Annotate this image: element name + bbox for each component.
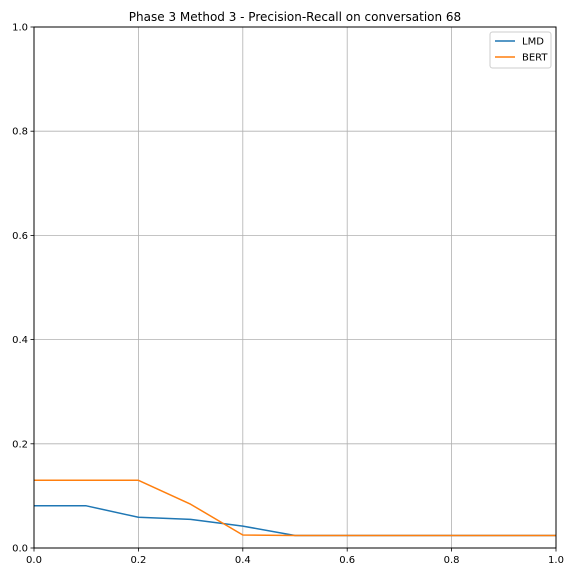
y-axis: 0.0 0.2 0.4 0.6 0.8 1.0 (12, 23, 34, 555)
y-tick-label: 0.0 (12, 544, 28, 555)
y-tick-label: 0.2 (12, 439, 28, 450)
x-tick-label: 0.6 (339, 555, 355, 566)
legend-label-lmd: LMD (522, 37, 544, 48)
legend-label-bert: BERT (522, 53, 548, 64)
x-axis: 0.0 0.2 0.4 0.6 0.8 1.0 (26, 548, 564, 566)
y-tick-label: 0.4 (12, 335, 28, 346)
x-tick-label: 0.2 (130, 555, 146, 566)
x-tick-label: 0.8 (444, 555, 460, 566)
plot-frame (33, 26, 557, 549)
series-line-lmd (34, 505, 556, 537)
grid (33, 26, 557, 549)
y-tick-label: 0.8 (12, 127, 28, 138)
series-layer (34, 479, 556, 537)
y-tick-label: 0.6 (12, 231, 28, 242)
x-tick-label: 1.0 (548, 555, 564, 566)
y-tick-label: 1.0 (12, 23, 28, 34)
x-tick-label: 0.4 (235, 555, 251, 566)
legend: LMD BERT (489, 31, 552, 69)
chart-title: Phase 3 Method 3 - Precision-Recall on c… (129, 10, 461, 24)
series-line-bert (34, 479, 556, 537)
x-tick-label: 0.0 (26, 555, 42, 566)
